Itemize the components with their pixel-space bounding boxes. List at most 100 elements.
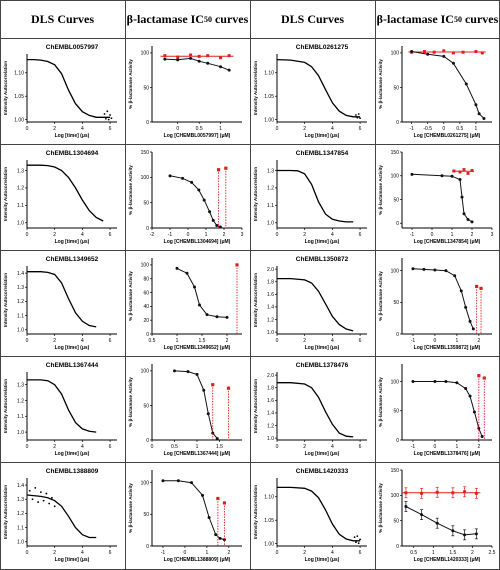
chart-panel-11: -1 0 1 2 0 50 100 Log [CHEMBL1359872] (μM) % β-l…	[378, 258, 492, 351]
chart-panel-10: ChEMBL1350872 0 2 4 6 1.0 1.2 1.4 1.6 1.8 2.0 Log […	[253, 256, 367, 351]
noise-point	[353, 536, 356, 538]
x-tick-label: 0	[276, 338, 279, 344]
y-tick-label: 40	[143, 304, 149, 310]
fit-line-series-0	[413, 381, 483, 437]
x-axis-label: Log [time] (μs)	[305, 239, 340, 245]
x-axis-label: Log [time] (μs)	[305, 557, 340, 563]
y-tick-label: 150	[391, 468, 400, 474]
y-tick-label: 50	[143, 85, 149, 91]
y-tick-label: 1.1	[17, 203, 24, 209]
data-point	[202, 388, 206, 392]
x-tick-label: -1	[161, 550, 166, 556]
data-point-square	[163, 54, 167, 58]
data-point	[197, 188, 201, 192]
y-tick-label: 60	[143, 290, 149, 296]
y-tick-label: 1.3	[267, 168, 274, 174]
dls-curve	[276, 58, 361, 118]
x-tick-label: 1	[451, 232, 454, 238]
fit-line-series-1	[405, 506, 477, 536]
dls-curve	[27, 58, 111, 118]
y-tick-label: 2.0	[267, 373, 274, 379]
chart-panel-8: ChEMBL1349652 0 2 4 6 1.0 1.1 1.2 1.3 1.4 Log [tim…	[3, 256, 117, 351]
x-tick-label: 6	[109, 338, 112, 344]
y-tick-label: 1.4	[17, 483, 24, 489]
data-point	[426, 52, 430, 56]
y-axis-label: % β-lactamase Activity	[128, 165, 133, 215]
noise-point	[31, 498, 34, 501]
y-tick-label: 20	[143, 318, 149, 324]
data-point	[440, 174, 444, 178]
x-axis-label: Log [CHEMBL1359872] (μM)	[414, 345, 481, 351]
x-axis-label: Log [CHEMBL1388809] (μM)	[164, 557, 231, 563]
x-tick-label: 4	[331, 338, 334, 344]
y-tick-label: 1.2	[17, 186, 24, 192]
chart-title: ChEMBL1349652	[46, 256, 99, 263]
x-tick-label: 2	[477, 444, 480, 450]
y-tick-label: 1.6	[267, 398, 274, 404]
noise-point	[357, 113, 360, 115]
data-point	[410, 50, 414, 54]
noise-point	[106, 110, 109, 113]
data-point	[181, 176, 185, 180]
y-tick-label: 1.05	[14, 94, 24, 100]
grid-line	[250, 0, 251, 570]
data-point	[463, 533, 467, 537]
y-tick-label: 1.0	[267, 221, 274, 227]
chart-title: ChEMBL1420333	[296, 468, 349, 475]
y-tick-label: 1.05	[264, 518, 274, 524]
header-dls-left: DLS Curves	[0, 0, 125, 38]
x-tick-label: 4	[81, 444, 84, 450]
y-tick-label: 0	[396, 544, 399, 550]
x-tick-label: 2	[471, 232, 474, 238]
x-tick-label: 6	[359, 550, 362, 556]
data-point	[173, 369, 176, 373]
data-point	[455, 381, 459, 385]
data-point	[444, 380, 448, 384]
data-point-square	[470, 169, 474, 173]
x-tick-label: 3	[241, 232, 244, 238]
chart-panel-0: ChEMBL0057997 0 2 4 6 1.00 1.05 1.10 Log [time] …	[3, 44, 117, 139]
x-tick-label: 1	[432, 550, 435, 556]
chart-panel-19: 0.5 1 1.5 2 2.5 0 50 100 150 Log [CHEMBL1420333] …	[378, 468, 496, 563]
x-tick-label: 2	[303, 338, 306, 344]
noise-point	[51, 496, 53, 499]
x-tick-label: -0.5	[423, 126, 432, 132]
data-point	[214, 533, 218, 537]
x-axis-label: Log [CHEMBL1367444] (μM)	[164, 451, 231, 457]
x-tick-label: 0.5	[149, 338, 156, 344]
x-tick-label: 0.5	[456, 126, 463, 132]
y-tick-label: 100	[391, 493, 400, 499]
x-tick-label: 2.5	[489, 550, 496, 556]
data-point	[462, 212, 466, 216]
data-point-square	[404, 491, 408, 495]
y-tick-label: 1.0	[17, 540, 24, 546]
data-point	[200, 493, 204, 497]
grid-line	[0, 0, 1, 570]
y-tick-label: 1.6	[267, 292, 274, 298]
x-tick-label: 0.5	[171, 444, 178, 450]
y-axis-label: Intensity Autocorrelation	[253, 273, 258, 327]
data-point	[218, 225, 222, 229]
x-tick-label: 4	[81, 126, 84, 132]
chart-panel-17: -1 0 1 2 0 50 100 Log [CHEMBL1388809] (μM) % β-l…	[128, 470, 242, 563]
data-point	[186, 370, 190, 374]
data-point-square	[451, 51, 455, 55]
chart-title: ChEMBL1347854	[296, 150, 349, 157]
data-point-square	[466, 171, 470, 175]
header-ic50-left: β-lactamase IC 50 curves	[125, 0, 250, 38]
x-tick-label: 2	[223, 232, 226, 238]
data-point	[198, 303, 201, 307]
x-tick-label: 0	[151, 444, 154, 450]
x-tick-label: 0	[276, 550, 279, 556]
data-point	[175, 266, 179, 270]
x-tick-label: 0	[276, 126, 279, 132]
y-tick-label: 0	[146, 120, 149, 126]
x-tick-label: 2	[303, 232, 306, 238]
x-axis-label: Log [CHEMBL1304694] (μM)	[164, 239, 231, 245]
data-point	[420, 513, 424, 517]
red-marker	[216, 496, 220, 501]
x-tick-label: 1.5	[216, 444, 223, 450]
red-marker	[475, 284, 479, 289]
noise-point	[48, 502, 51, 505]
y-tick-label: 1.2	[267, 317, 274, 323]
